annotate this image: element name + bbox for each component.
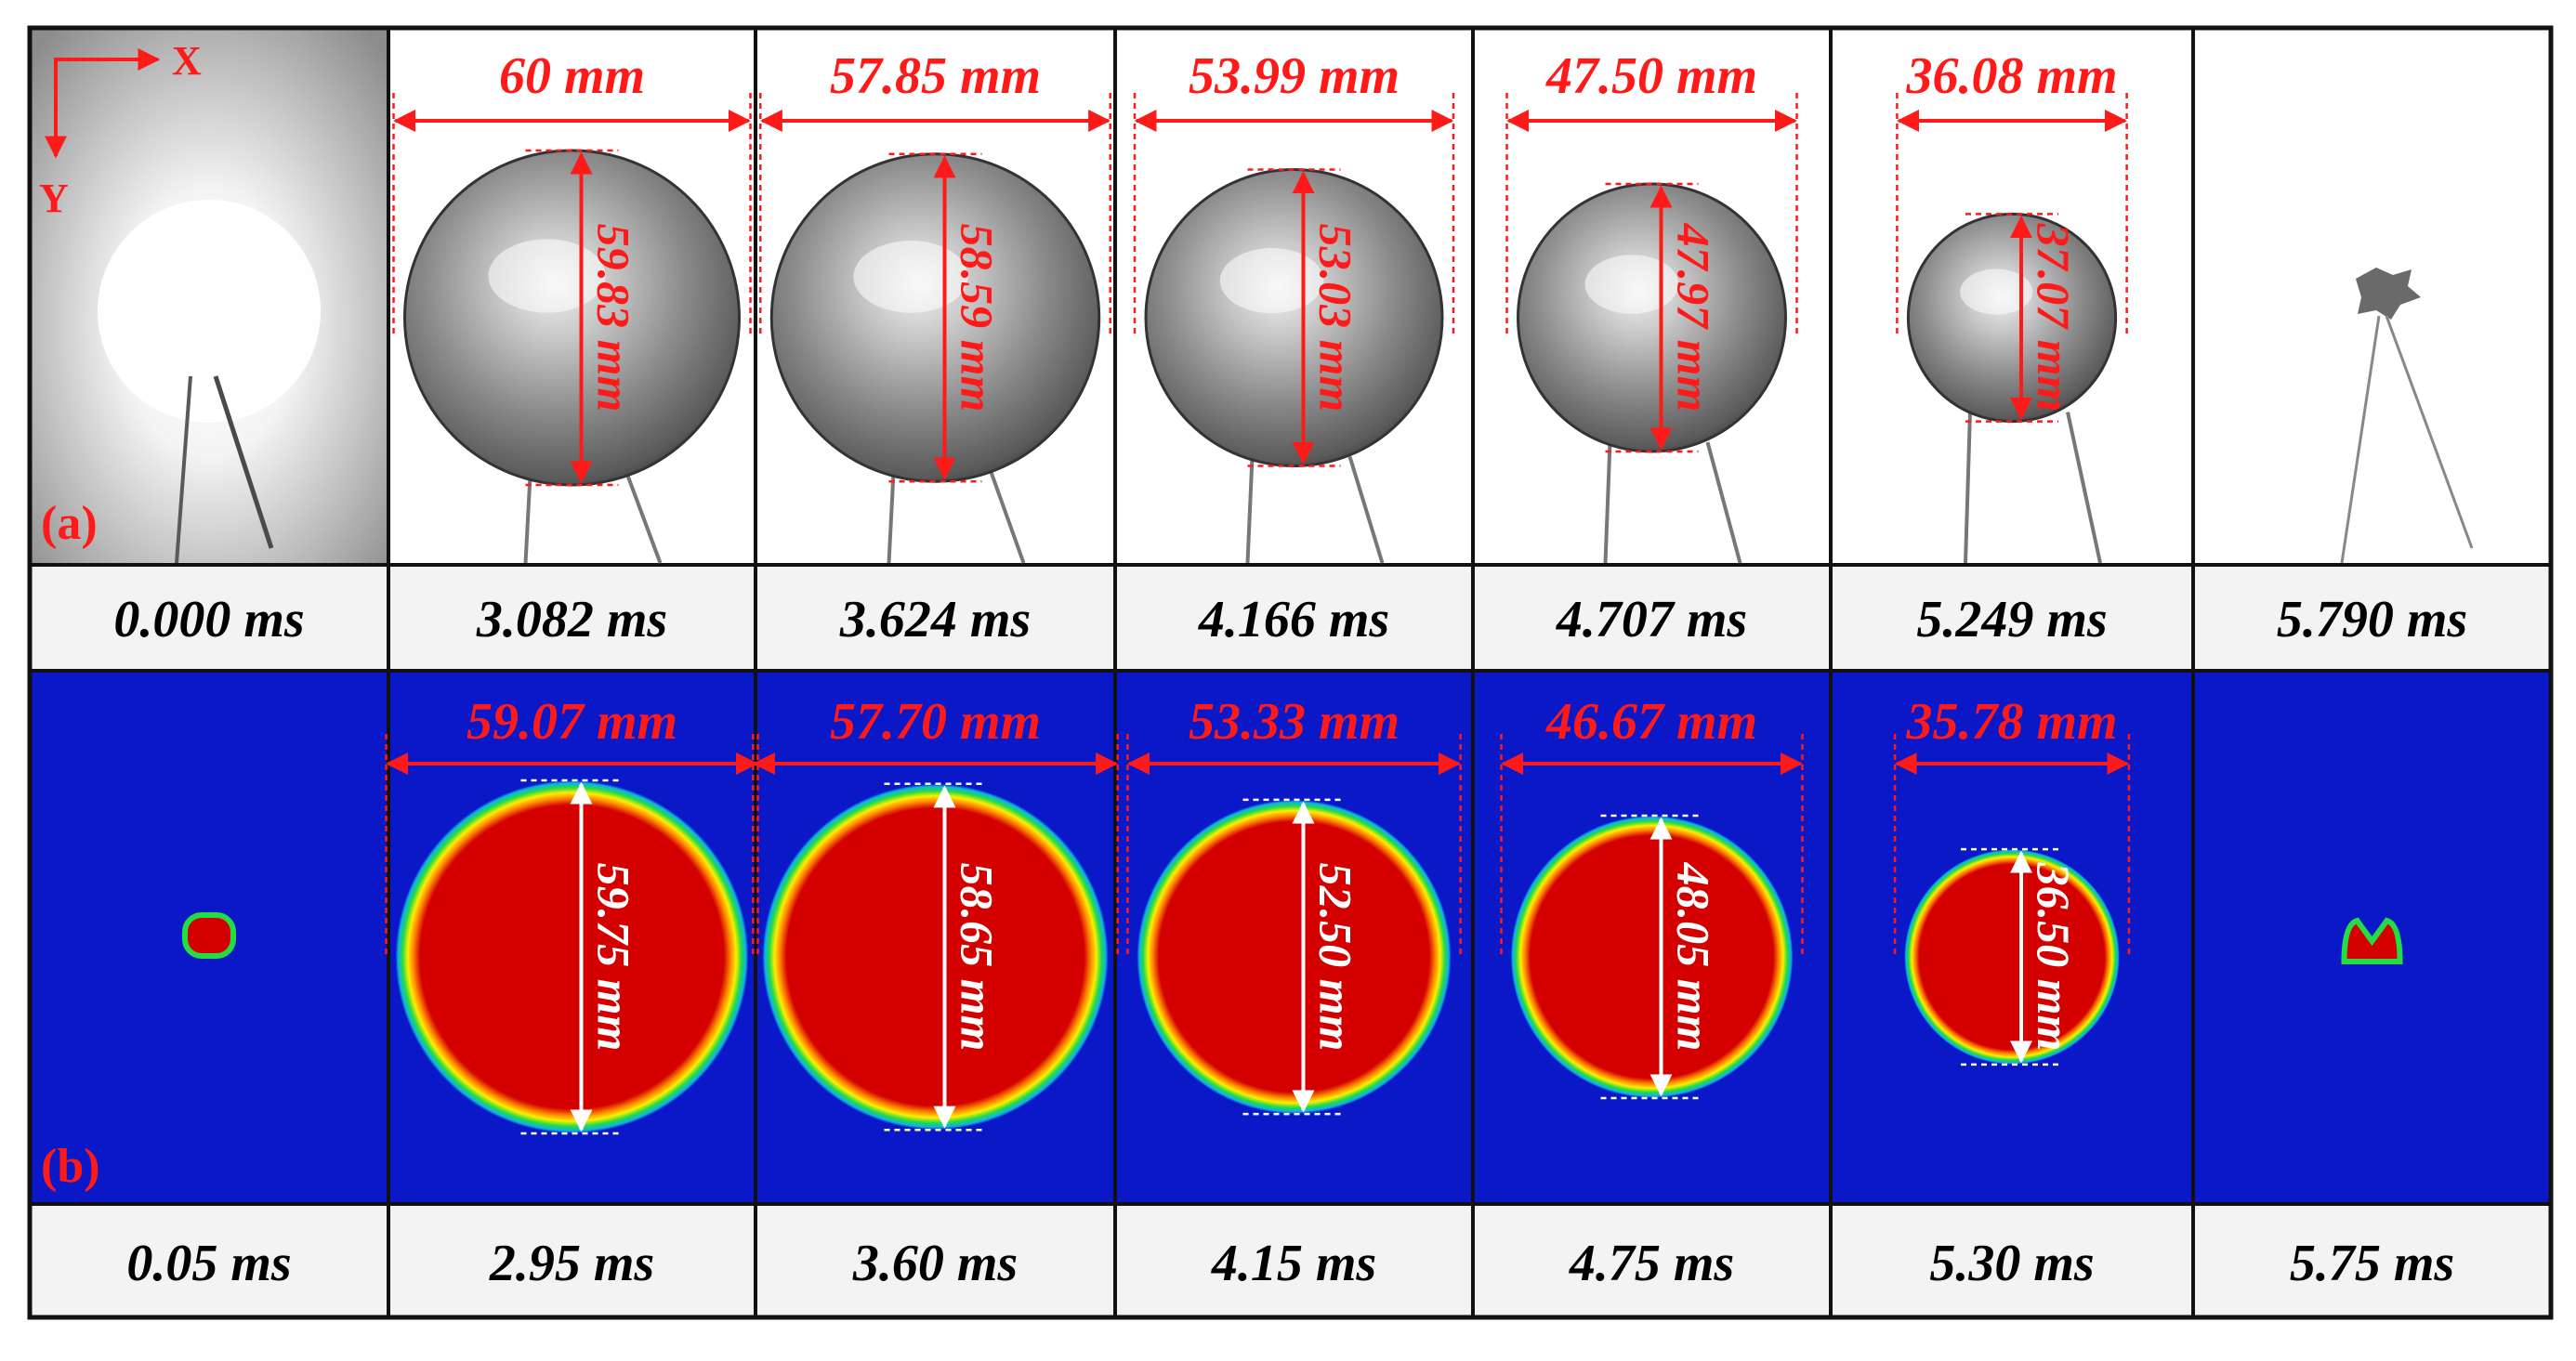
time-label-b-6: 5.75 ms — [2290, 1235, 2454, 1292]
time-cell-bg-b-0 — [30, 1204, 388, 1317]
support-wire-1-left — [523, 475, 532, 564]
bubble-sphere-1 — [403, 149, 741, 487]
content-layer: X Y (a) (b) 0.000 ms 60 mm 59.83 mm 3.082 ms 57.… — [39, 38, 2474, 1292]
width-label-b-2: 57.70 mm — [830, 693, 1041, 751]
time-cell-bg-b-2 — [756, 1204, 1115, 1317]
time-cell-bg-b-1 — [388, 1204, 756, 1317]
sim-bubble-2 — [762, 783, 1109, 1131]
sim-initial-charge — [182, 912, 236, 959]
height-label-b-5: 36.50 mm — [2028, 862, 2080, 1052]
sphere-highlight-2 — [853, 241, 968, 313]
sphere-highlight-3 — [1219, 248, 1324, 314]
height-label-a-5: 37.07 mm — [2028, 223, 2080, 412]
sim-bubble-3 — [1137, 799, 1452, 1115]
time-cell-bg-a-4 — [1473, 565, 1831, 671]
support-wire-3-left — [1245, 456, 1255, 564]
sphere-highlight-4 — [1584, 255, 1679, 314]
time-cell-bg-a-3 — [1115, 565, 1473, 671]
time-label-b-1: 2.95 ms — [489, 1235, 654, 1292]
height-label-a-3: 53.03 mm — [1310, 224, 1362, 412]
row-a-label: (a) — [41, 497, 98, 550]
time-label-a-4: 4.707 ms — [1556, 591, 1747, 648]
sim-bubble-1 — [395, 780, 749, 1133]
flash-glow — [98, 200, 321, 423]
time-cell-bg-b-5 — [1831, 1204, 2193, 1317]
time-label-b-5: 5.30 ms — [1929, 1235, 2094, 1292]
support-wire-4-right — [1705, 441, 1742, 564]
time-cell-bg-a-0 — [30, 565, 388, 671]
time-cell-bg-b-6 — [2193, 1204, 2551, 1317]
width-label-a-3: 53.99 mm — [1189, 47, 1400, 105]
residue-wire-left — [2340, 315, 2381, 564]
time-label-b-4: 4.75 ms — [1569, 1235, 1734, 1292]
support-wire-1-right — [625, 475, 663, 564]
bubble-sphere-2 — [769, 152, 1101, 483]
time-label-b-2: 3.60 ms — [852, 1235, 1018, 1292]
time-label-a-1: 3.082 ms — [476, 591, 667, 648]
support-wire-5-right — [2066, 412, 2102, 564]
time-label-a-5: 5.249 ms — [1916, 591, 2107, 648]
width-label-a-2: 57.85 mm — [830, 47, 1041, 105]
time-cell-bg-a-1 — [388, 565, 756, 671]
width-label-b-1: 59.07 mm — [467, 693, 677, 751]
width-label-a-5: 36.08 mm — [1905, 47, 2117, 105]
sim-bubble-5 — [1904, 849, 2120, 1065]
width-label-b-4: 46.67 mm — [1545, 693, 1757, 751]
support-wire-4-left — [1603, 441, 1612, 564]
axis-x-label: X — [172, 38, 202, 84]
bubble-sphere-4 — [1517, 182, 1787, 453]
time-cell-bg-a-2 — [756, 565, 1115, 671]
time-label-a-2: 3.624 ms — [839, 591, 1031, 648]
height-label-b-3: 52.50 mm — [1310, 863, 1362, 1052]
height-label-a-1: 59.83 mm — [588, 224, 640, 412]
support-wire-5-left — [1964, 412, 1972, 564]
sim-collapse-residue — [2341, 917, 2403, 964]
time-cell-bg-a-6 — [2193, 565, 2551, 671]
support-wire-2-right — [989, 471, 1026, 564]
bubble-sphere-5 — [1906, 212, 2118, 424]
bubble-sphere-3 — [1144, 168, 1444, 467]
time-label-b-0: 0.05 ms — [126, 1235, 291, 1292]
time-label-a-6: 5.790 ms — [2277, 591, 2467, 648]
collapse-residue — [2356, 268, 2421, 320]
time-label-a-3: 4.166 ms — [1198, 591, 1389, 648]
width-label-a-1: 60 mm — [499, 47, 645, 105]
width-label-a-4: 47.50 mm — [1545, 47, 1757, 105]
height-label-a-2: 58.59 mm — [952, 224, 1004, 412]
support-wire-left — [175, 375, 192, 564]
support-wire-2-left — [887, 472, 896, 564]
row-b-label: (b) — [41, 1140, 100, 1193]
time-cell-bg-a-5 — [1831, 565, 2193, 671]
time-cell-bg-b-3 — [1115, 1204, 1473, 1317]
support-wire-3-right — [1347, 455, 1385, 564]
residue-wire-right — [2385, 315, 2474, 549]
height-label-b-1: 59.75 mm — [588, 863, 640, 1052]
width-label-b-5: 35.78 mm — [1905, 693, 2117, 751]
time-label-b-3: 4.15 ms — [1211, 1235, 1376, 1292]
time-cell-bg-b-4 — [1473, 1204, 1831, 1317]
width-label-b-3: 53.33 mm — [1189, 693, 1400, 751]
axis-y-label: Y — [39, 176, 69, 221]
support-wire-right — [213, 375, 274, 549]
time-label-a-0: 0.000 ms — [113, 591, 304, 648]
sim-bubble-4 — [1510, 816, 1794, 1098]
height-label-b-4: 48.05 mm — [1668, 862, 1720, 1052]
height-label-a-4: 47.97 mm — [1668, 223, 1720, 412]
height-label-b-2: 58.65 mm — [952, 863, 1004, 1052]
